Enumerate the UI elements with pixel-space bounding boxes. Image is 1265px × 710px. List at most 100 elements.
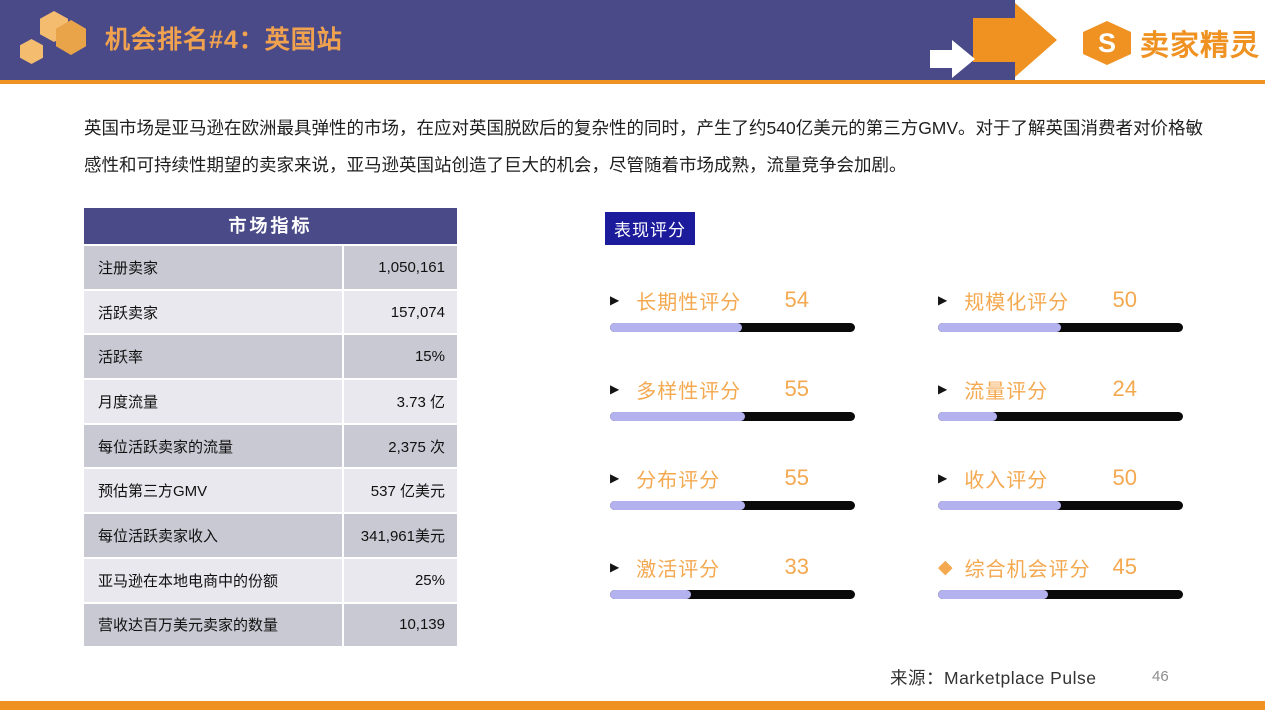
score-bar-fill: [610, 412, 745, 421]
score-label: 收入评分: [964, 469, 1049, 492]
hexagon-icon: [20, 39, 43, 64]
metric-value: 157,074: [344, 290, 457, 334]
score-bar: [610, 412, 855, 421]
score-item: ▶ 收入评分 50: [938, 464, 1183, 510]
score-bar: [610, 501, 855, 510]
score-line: ▶ 长期性评分 54: [610, 286, 855, 314]
score-value: 55: [784, 465, 809, 490]
metric-value: 1,050,161: [344, 246, 457, 289]
metric-value: 10,139: [344, 603, 457, 647]
metrics-table: 市场指标 注册卖家 1,050,161 活跃卖家 157,074 活跃率 15% 月度流量 3…: [84, 208, 457, 647]
score-label: 综合机会评分: [964, 558, 1091, 581]
score-bar-fill: [610, 501, 745, 510]
table-row: 活跃率 15%: [84, 335, 457, 379]
score-item: ▶ 长期性评分 54: [610, 286, 855, 332]
score-label: 激活评分: [636, 558, 721, 581]
header-banner: 机会排名#4：英国站: [0, 0, 1015, 80]
score-bar-fill: [938, 323, 1061, 332]
triangle-icon: ▶: [938, 293, 948, 307]
diamond-icon: ◆: [938, 556, 953, 578]
page-number: 46: [1152, 668, 1169, 685]
metric-label: 亚马逊在本地电商中的份额: [84, 558, 342, 602]
score-bar: [610, 323, 855, 332]
score-bar-fill: [610, 590, 691, 599]
score-line: ◆ 综合机会评分 45: [938, 553, 1183, 581]
scores-grid: ▶ 长期性评分 54 ▶ 规模化评分 50 ▶ 多样性评分 55 ▶ 流量评分 24 ▶ 分布评分 55 ▶ 收…: [610, 286, 1183, 599]
score-value: 24: [1112, 376, 1137, 401]
metric-label: 月度流量: [84, 380, 342, 423]
score-bar-fill: [938, 590, 1049, 599]
triangle-icon: ▶: [610, 560, 620, 574]
triangle-icon: ▶: [938, 382, 948, 396]
score-label: 分布评分: [636, 469, 721, 492]
brand-letter: S: [1097, 27, 1116, 58]
score-value: 45: [1112, 554, 1137, 579]
table-row: 月度流量 3.73 亿: [84, 380, 457, 423]
score-label: 多样性评分: [636, 380, 742, 403]
metric-label: 注册卖家: [84, 246, 342, 289]
score-label: 规模化评分: [964, 291, 1070, 314]
score-item: ▶ 规模化评分 50: [938, 286, 1183, 332]
brand-hexagon-icon: S: [1083, 21, 1131, 65]
score-value: 33: [784, 554, 809, 579]
metric-label: 预估第三方GMV: [84, 469, 342, 513]
score-bar-fill: [938, 501, 1061, 510]
triangle-icon: ▶: [938, 471, 948, 485]
score-value: 50: [1112, 465, 1137, 490]
table-row: 每位活跃卖家的流量 2,375 次: [84, 424, 457, 468]
score-item: ◆ 综合机会评分 45: [938, 553, 1183, 599]
metric-label: 活跃卖家: [84, 290, 342, 334]
triangle-icon: ▶: [610, 382, 620, 396]
page-title: 机会排名#4：英国站: [105, 26, 343, 54]
score-line: ▶ 收入评分 50: [938, 464, 1183, 492]
score-label: 流量评分: [964, 380, 1049, 403]
table-row: 营收达百万美元卖家的数量 10,139: [84, 603, 457, 647]
score-bar-fill: [610, 323, 743, 332]
score-value: 54: [784, 287, 809, 312]
triangle-icon: ▶: [610, 471, 620, 485]
score-item: ▶ 流量评分 24: [938, 375, 1183, 421]
source-note: 来源：Marketplace Pulse: [890, 668, 1097, 688]
metric-value: 15%: [344, 335, 457, 379]
score-bar: [610, 590, 855, 599]
metric-label: 活跃率: [84, 335, 342, 379]
score-item: ▶ 多样性评分 55: [610, 375, 855, 421]
metrics-table-title: 市场指标: [84, 208, 457, 244]
score-value: 50: [1112, 287, 1137, 312]
score-line: ▶ 激活评分 33: [610, 553, 855, 581]
table-row: 每位活跃卖家收入 341,961美元: [84, 514, 457, 557]
metric-value: 25%: [344, 558, 457, 602]
table-row: 活跃卖家 157,074: [84, 290, 457, 334]
metrics-table-body: 注册卖家 1,050,161 活跃卖家 157,074 活跃率 15% 月度流量 3.73 亿…: [84, 246, 457, 647]
score-bar: [938, 323, 1183, 332]
intro-paragraph: 英国市场是亚马逊在欧洲最具弹性的市场，在应对英国脱欧后的复杂性的同时，产生了约5…: [84, 118, 1204, 175]
score-bar: [938, 590, 1183, 599]
triangle-icon: ▶: [610, 293, 620, 307]
table-row: 亚马逊在本地电商中的份额 25%: [84, 558, 457, 602]
score-line: ▶ 规模化评分 50: [938, 286, 1183, 314]
score-bar: [938, 501, 1183, 510]
table-row: 预估第三方GMV 537 亿美元: [84, 469, 457, 513]
header-accent-line: [0, 80, 1265, 84]
metric-value: 341,961美元: [344, 514, 457, 557]
table-row: 注册卖家 1,050,161: [84, 246, 457, 289]
score-bar: [938, 412, 1183, 421]
metric-value: 3.73 亿: [344, 380, 457, 423]
score-bar-fill: [938, 412, 997, 421]
score-value: 55: [784, 376, 809, 401]
brand-name: 卖家精灵: [1140, 30, 1261, 62]
metric-label: 每位活跃卖家的流量: [84, 424, 342, 468]
score-item: ▶ 分布评分 55: [610, 464, 855, 510]
score-line: ▶ 分布评分 55: [610, 464, 855, 492]
scores-section-label: 表现评分: [605, 212, 695, 245]
score-item: ▶ 激活评分 33: [610, 553, 855, 599]
score-line: ▶ 多样性评分 55: [610, 375, 855, 403]
score-line: ▶ 流量评分 24: [938, 375, 1183, 403]
brand-logo: S 卖家精灵: [1083, 21, 1260, 65]
metric-value: 537 亿美元: [344, 469, 457, 513]
score-label: 长期性评分: [636, 291, 742, 314]
metric-label: 每位活跃卖家收入: [84, 514, 342, 557]
metric-value: 2,375 次: [344, 424, 457, 468]
metric-label: 营收达百万美元卖家的数量: [84, 603, 342, 647]
